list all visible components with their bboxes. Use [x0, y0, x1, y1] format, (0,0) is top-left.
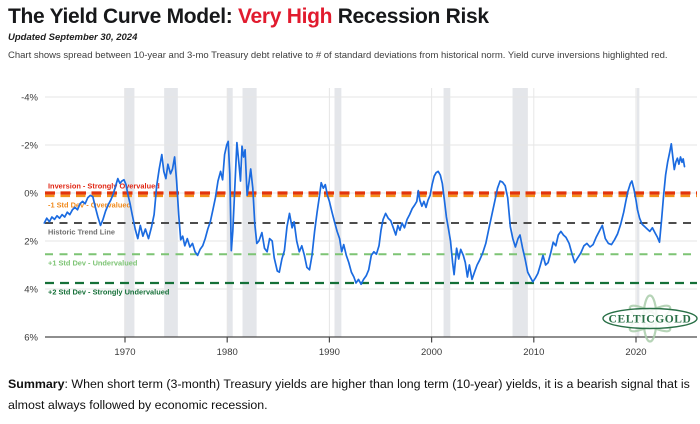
- spread-series-line: [43, 140, 686, 286]
- summary-body: : When short term (3-month) Treasury yie…: [8, 377, 690, 412]
- x-axis-label: 1990: [319, 347, 340, 358]
- y-axis-label: 6%: [24, 333, 38, 344]
- chart-header: The Yield Curve Model: Very High Recessi…: [8, 4, 696, 64]
- inversion-line-label: Inversion - Strongly Overvalued: [48, 182, 160, 191]
- x-axis-label: 2020: [625, 347, 646, 358]
- title-suffix: Recession Risk: [332, 5, 489, 28]
- y-axis-label: -2%: [21, 141, 38, 152]
- summary-label: Summary: [8, 377, 65, 391]
- title-highlight: Very High: [237, 5, 333, 28]
- historic-trend-line-label: Historic Trend Line: [48, 228, 115, 237]
- page-title: The Yield Curve Model: Very High Recessi…: [8, 4, 696, 30]
- recession-band: [164, 88, 178, 337]
- updated-date: Updated September 30, 2024: [8, 32, 138, 43]
- recession-band: [334, 88, 342, 337]
- plus-1-std-dev-line-label: +1 Std Dev - Undervalued: [48, 259, 138, 268]
- x-axis-label: 2000: [421, 347, 442, 358]
- y-axis-label: 4%: [24, 285, 38, 296]
- watermark-text: CELTICGOLD: [609, 314, 692, 326]
- title-prefix: The Yield Curve Model:: [8, 5, 238, 28]
- y-axis-label: 0%: [24, 189, 38, 200]
- chart-description: Chart shows spread between 10-year and 3…: [8, 50, 668, 61]
- recession-band: [124, 88, 135, 337]
- minus-1-std-dev-line-label: -1 Std Dev - Overvalued: [48, 200, 131, 209]
- x-axis-label: 1980: [217, 347, 238, 358]
- y-axis-label: 2%: [24, 237, 38, 248]
- recession-band: [242, 88, 257, 337]
- y-axis-label: -4%: [21, 93, 38, 104]
- recession-band: [512, 88, 528, 337]
- x-axis-label: 2010: [523, 347, 544, 358]
- plus-2-std-dev-line-label: +2 Std Dev - Strongly Undervalued: [48, 288, 170, 297]
- x-axis-label: 1970: [114, 347, 135, 358]
- watermark-ellipse: [602, 307, 698, 330]
- summary-text: Summary: When short term (3-month) Treas…: [8, 374, 696, 415]
- recession-band: [443, 88, 451, 337]
